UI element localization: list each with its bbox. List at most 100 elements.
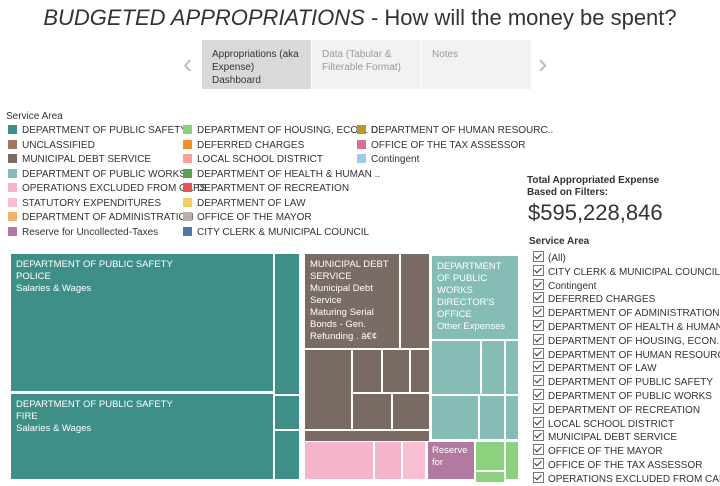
- legend-swatch: [357, 139, 366, 149]
- checkbox-checked-icon[interactable]: [533, 430, 544, 442]
- filter-option-label: DEPARTMENT OF RECREATION: [548, 404, 701, 416]
- filter-option[interactable]: Contingent: [533, 278, 596, 292]
- tab-notes[interactable]: Notes: [422, 40, 531, 89]
- tile-line: Salaries & Wages: [16, 283, 92, 294]
- filter-option[interactable]: DEPARTMENT OF PUBLIC SAFETY: [533, 375, 713, 388]
- treemap-tile-housing[interactable]: [475, 441, 505, 471]
- treemap-tile-safety-small[interactable]: [274, 253, 300, 395]
- tab-appropriations-dashboard[interactable]: Appropriations (aka Expense) Dashboard: [202, 40, 311, 89]
- treemap-tile-public-works-small[interactable]: [505, 395, 519, 440]
- treemap-tile-public-works[interactable]: DEPARTMENT OF PUBLIC WORKS DIRECTOR'S OF…: [431, 255, 519, 340]
- treemap-tile-debt-small[interactable]: [304, 349, 352, 430]
- legend-label: OPERATIONS EXCLUDED FROM CAPS: [22, 183, 207, 194]
- filter-option[interactable]: DEPARTMENT OF RECREATION: [533, 402, 701, 416]
- legend-label: Reserve for Uncollected-Taxes: [22, 226, 159, 238]
- checkbox-checked-icon[interactable]: [533, 306, 544, 318]
- treemap-tile-ops-excluded-small[interactable]: [374, 441, 402, 480]
- filter-option[interactable]: DEPARTMENT OF ADMINISTRATION: [533, 306, 720, 319]
- treemap-tile-safety-small[interactable]: [274, 395, 300, 430]
- checkbox-checked-icon[interactable]: [533, 361, 544, 373]
- legend-label: LOCAL SCHOOL DISTRICT: [197, 154, 323, 165]
- filter-option[interactable]: OPERATIONS EXCLUDED FROM CAPS: [533, 471, 720, 485]
- filter-option[interactable]: MUNICIPAL DEBT SERVICE: [533, 430, 677, 443]
- treemap-tile-statutory[interactable]: [402, 441, 426, 480]
- filter-option[interactable]: DEPARTMENT OF HOUSING, ECON. DEV. ..: [533, 333, 720, 347]
- treemap-tile-housing-small[interactable]: [475, 471, 505, 483]
- filter-option-label: OFFICE OF THE TAX ASSESSOR: [548, 460, 703, 471]
- tile-line: Other Expenses: [437, 321, 506, 332]
- treemap-tile-housing-small[interactable]: [505, 441, 519, 480]
- checkbox-checked-icon[interactable]: [533, 416, 544, 428]
- filter-option-label: OFFICE OF THE MAYOR: [548, 446, 663, 458]
- tile-line: Reserve for: [432, 445, 468, 468]
- filter-option[interactable]: DEPARTMENT OF HEALTH & HUMAN SER..: [533, 320, 720, 333]
- filter-option-label: LOCAL SCHOOL DISTRICT: [548, 418, 674, 430]
- treemap-tile-public-works-small[interactable]: [431, 395, 479, 440]
- chevron-left-icon[interactable]: ‹: [183, 48, 193, 79]
- legend-label: CITY CLERK & MUNICIPAL COUNCIL: [197, 226, 370, 238]
- legend-swatch: [8, 212, 17, 221]
- checkbox-checked-icon[interactable]: [533, 264, 544, 276]
- legend-swatch: [183, 139, 192, 149]
- checkbox-checked-icon[interactable]: [533, 389, 544, 400]
- legend-label: DEPARTMENT OF HOUSING, ECON. D..: [197, 125, 384, 136]
- legend-swatch: [183, 125, 192, 134]
- treemap-tile-debt-small[interactable]: [382, 349, 410, 393]
- treemap-tile-debt-small[interactable]: [392, 393, 430, 430]
- treemap-tile-debt-small[interactable]: [400, 253, 430, 349]
- legend-item: CITY CLERK & MUNICIPAL COUNCIL: [183, 226, 370, 239]
- treemap-tile-debt-small[interactable]: [352, 349, 382, 393]
- filter-option[interactable]: DEPARTMENT OF PUBLIC WORKS: [533, 389, 712, 402]
- checkbox-checked-icon[interactable]: [533, 458, 544, 469]
- checkbox-checked-icon[interactable]: [533, 292, 544, 304]
- legend-swatch: [183, 168, 192, 178]
- legend-item: OFFICE OF THE TAX ASSESSOR: [357, 139, 525, 152]
- filter-option[interactable]: OFFICE OF THE MAYOR: [533, 444, 663, 457]
- treemap-tile-public-works-small[interactable]: [479, 395, 505, 440]
- legend-label: OFFICE OF THE MAYOR: [197, 212, 312, 223]
- checkbox-checked-icon[interactable]: [533, 347, 544, 359]
- treemap-tile-public-works-small[interactable]: [431, 340, 481, 395]
- treemap-tile-police[interactable]: DEPARTMENT OF PUBLIC SAFETY POLICE Salar…: [10, 253, 274, 392]
- filter-option[interactable]: LOCAL SCHOOL DISTRICT: [533, 416, 674, 430]
- filter-option[interactable]: CITY CLERK & MUNICIPAL COUNCIL: [533, 264, 720, 278]
- filter-option[interactable]: DEPARTMENT OF HUMAN RESOURCES: [533, 347, 720, 361]
- checkbox-checked-icon[interactable]: [533, 278, 544, 290]
- legend-item: DEPARTMENT OF RECREATION: [183, 183, 349, 195]
- treemap-tile-safety-small[interactable]: [274, 430, 300, 480]
- treemap-tile-reserve[interactable]: Reserve for: [427, 441, 475, 480]
- treemap-tile-debt-small[interactable]: [410, 349, 430, 393]
- treemap-tile-public-works-small[interactable]: [505, 340, 519, 395]
- checkbox-checked-icon[interactable]: [533, 333, 544, 345]
- tile-line: FIRE: [16, 411, 38, 422]
- legend-label: MUNICIPAL DEBT SERVICE: [22, 154, 152, 165]
- filter-option-label: DEPARTMENT OF ADMINISTRATION: [548, 308, 720, 320]
- filter-option[interactable]: DEFERRED CHARGES: [533, 292, 655, 305]
- tab-data-tabular[interactable]: Data (Tabular & Filterable Format): [312, 40, 421, 89]
- treemap-tile-public-works-small[interactable]: [481, 340, 505, 395]
- legend-swatch: [8, 154, 17, 163]
- treemap-tile-fire[interactable]: DEPARTMENT OF PUBLIC SAFETY FIRE Salarie…: [10, 393, 274, 480]
- treemap-tile-debt[interactable]: MUNICIPAL DEBT SERVICE Municipal Debt Se…: [304, 253, 400, 349]
- legend-item: MUNICIPAL DEBT SERVICE: [8, 154, 151, 166]
- legend-swatch: [183, 226, 192, 236]
- checkbox-checked-icon[interactable]: [533, 251, 544, 262]
- treemap-tile-ops-excluded[interactable]: [304, 441, 374, 480]
- legend-title: Service Area: [6, 111, 63, 122]
- filter-option[interactable]: (All): [533, 251, 566, 264]
- tile-line: DEPARTMENT OF PUBLIC SAFETY: [16, 399, 173, 410]
- legend-swatch: [183, 183, 192, 192]
- legend-item: DEPARTMENT OF ADMINISTRATION: [8, 212, 194, 224]
- legend-label: DEFERRED CHARGES: [197, 139, 305, 151]
- legend-item: DEPARTMENT OF PUBLIC SAFETY: [8, 125, 187, 137]
- checkbox-checked-icon[interactable]: [533, 375, 544, 387]
- filter-option[interactable]: DEPARTMENT OF LAW: [533, 361, 657, 374]
- checkbox-checked-icon[interactable]: [533, 402, 544, 414]
- checkbox-checked-icon[interactable]: [533, 471, 544, 483]
- legend-label: Contingent: [371, 154, 420, 165]
- chevron-right-icon[interactable]: ›: [538, 48, 548, 79]
- checkbox-checked-icon[interactable]: [533, 444, 544, 456]
- filter-option[interactable]: OFFICE OF THE TAX ASSESSOR: [533, 458, 702, 471]
- checkbox-checked-icon[interactable]: [533, 320, 544, 331]
- treemap-tile-debt-small[interactable]: [352, 393, 392, 430]
